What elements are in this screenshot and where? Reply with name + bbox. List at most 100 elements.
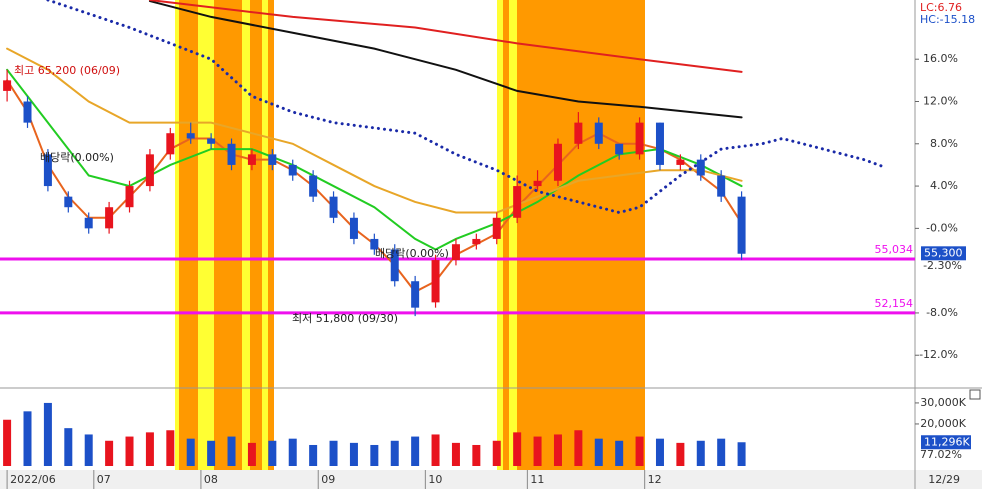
lc-label: LC:6.76 bbox=[920, 1, 962, 14]
annotation: 최저 51,800 (09/30) bbox=[292, 312, 398, 325]
y-tick-label: 4.0% bbox=[930, 179, 958, 192]
candle-body bbox=[574, 122, 583, 144]
volume-bar bbox=[227, 436, 236, 466]
indicator-line bbox=[6, 68, 743, 251]
y-tick-label: 30,000K bbox=[920, 396, 966, 409]
y-tick-label: -12.0% bbox=[919, 348, 958, 361]
candle-body bbox=[329, 196, 338, 218]
volume-bar bbox=[533, 436, 542, 466]
candle-body bbox=[3, 80, 12, 91]
x-tick-label: 2022/06 bbox=[10, 473, 56, 486]
y-tick-label: 8.0% bbox=[930, 137, 958, 150]
volume-bar bbox=[390, 440, 399, 466]
zone bbox=[509, 0, 517, 470]
y-tick-label: 12.0% bbox=[923, 94, 958, 107]
volume-bar bbox=[268, 440, 277, 466]
volume-bar bbox=[3, 419, 12, 466]
candle-body bbox=[533, 180, 542, 187]
current-price-label: 55,300 bbox=[924, 246, 963, 259]
volume-bar bbox=[615, 440, 624, 466]
x-tick-label: 07 bbox=[97, 473, 111, 486]
y-tick-label: -8.0% bbox=[926, 306, 958, 319]
candle-body bbox=[43, 154, 52, 187]
candle-body bbox=[125, 186, 134, 208]
volume-bar bbox=[288, 438, 297, 466]
zone bbox=[497, 0, 645, 470]
volume-bar bbox=[472, 444, 481, 466]
candle-body bbox=[737, 196, 746, 254]
volume-bar bbox=[553, 434, 562, 466]
candle-body bbox=[84, 217, 93, 229]
volume-bar bbox=[145, 432, 154, 466]
signal-zones bbox=[175, 0, 645, 470]
volume-bar bbox=[64, 428, 73, 466]
candle-body bbox=[145, 154, 154, 187]
x-tick-label: 11 bbox=[530, 473, 544, 486]
candle-body bbox=[431, 260, 440, 303]
candle-body bbox=[207, 138, 216, 144]
y-tick-label: 16.0% bbox=[923, 52, 958, 65]
volume-bar bbox=[431, 434, 440, 466]
zone bbox=[175, 0, 179, 470]
x-tick-label: 12 bbox=[648, 473, 662, 486]
volume-bar bbox=[349, 442, 358, 466]
current-pct: -2.30% bbox=[923, 259, 962, 272]
candle-body bbox=[553, 143, 562, 181]
x-tick-label: 10 bbox=[428, 473, 442, 486]
x-end-label: 12/29 bbox=[928, 473, 960, 486]
candle-body bbox=[186, 133, 195, 139]
volume-bar bbox=[125, 436, 134, 466]
volume-bar bbox=[186, 438, 195, 466]
volume-bar bbox=[309, 444, 318, 466]
indicator-line bbox=[6, 47, 743, 214]
volume-bar bbox=[207, 440, 216, 466]
annotation: 최고 65,200 (06/09) bbox=[14, 64, 120, 77]
candle-body bbox=[676, 159, 685, 165]
candle-body bbox=[411, 281, 420, 308]
x-tick-label: 08 bbox=[204, 473, 218, 486]
candle-body bbox=[615, 143, 624, 155]
vol-pct: 77.02% bbox=[920, 448, 962, 461]
volume-bar bbox=[451, 442, 460, 466]
candle-body bbox=[390, 249, 399, 282]
volume-bar bbox=[717, 438, 726, 466]
annotation: 배당락(0.00%) bbox=[40, 151, 114, 164]
volume-bar bbox=[492, 440, 501, 466]
level-label: 55,034 bbox=[875, 243, 914, 256]
y-tick-label: -0.0% bbox=[926, 221, 958, 234]
volume-bar bbox=[411, 436, 420, 466]
candle-body bbox=[655, 122, 664, 165]
current-volume-label: 11,296K bbox=[924, 435, 970, 448]
candle-body bbox=[472, 238, 481, 245]
candle-body bbox=[309, 175, 318, 197]
candle-body bbox=[717, 175, 726, 197]
indicator-line bbox=[148, 0, 743, 73]
volume-bar bbox=[329, 440, 338, 466]
volume-bar bbox=[676, 442, 685, 466]
candle-body bbox=[349, 217, 358, 239]
candle-body bbox=[635, 122, 644, 155]
zone bbox=[262, 0, 268, 470]
candle-body bbox=[513, 186, 522, 218]
volume-bar bbox=[23, 411, 32, 466]
volume-bar bbox=[105, 440, 114, 466]
annotation: 배당락(0.00%) bbox=[375, 247, 449, 260]
candle-body bbox=[105, 207, 114, 229]
current-price-box bbox=[921, 246, 966, 261]
candle-body bbox=[594, 122, 603, 144]
volume-bar bbox=[166, 430, 175, 466]
volume-bar bbox=[370, 444, 379, 466]
volume-bar bbox=[655, 438, 664, 466]
candle-body bbox=[227, 143, 236, 165]
indicator-line bbox=[148, 0, 743, 119]
x-tick-label: 09 bbox=[321, 473, 335, 486]
volume-bar bbox=[513, 432, 522, 466]
volume-bar bbox=[43, 402, 52, 466]
candle-body bbox=[166, 133, 175, 155]
volume-bar bbox=[737, 442, 746, 466]
candle-body bbox=[247, 154, 256, 165]
panel-close-button[interactable] bbox=[969, 389, 981, 400]
